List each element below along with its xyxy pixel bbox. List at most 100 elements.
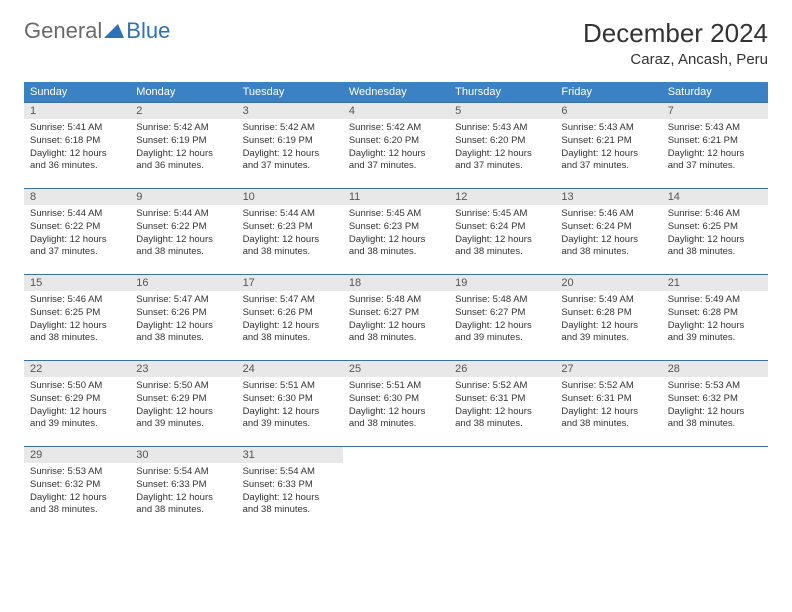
day-number: 20 xyxy=(555,275,661,291)
day-body: Sunrise: 5:44 AMSunset: 6:22 PMDaylight:… xyxy=(24,205,130,263)
day-number: 18 xyxy=(343,275,449,291)
day-body: Sunrise: 5:49 AMSunset: 6:28 PMDaylight:… xyxy=(555,291,661,349)
day-body: Sunrise: 5:53 AMSunset: 6:32 PMDaylight:… xyxy=(662,377,768,435)
calendar-cell: 6Sunrise: 5:43 AMSunset: 6:21 PMDaylight… xyxy=(555,103,661,189)
calendar-cell: 28Sunrise: 5:53 AMSunset: 6:32 PMDayligh… xyxy=(662,361,768,447)
sunrise-line: Sunrise: 5:44 AM xyxy=(243,208,337,221)
daylight-line: Daylight: 12 hours and 39 minutes. xyxy=(668,320,762,346)
day-number: 23 xyxy=(130,361,236,377)
sunrise-line: Sunrise: 5:49 AM xyxy=(561,294,655,307)
daylight-line: Daylight: 12 hours and 39 minutes. xyxy=(30,406,124,432)
day-number: 5 xyxy=(449,103,555,119)
day-body: Sunrise: 5:42 AMSunset: 6:20 PMDaylight:… xyxy=(343,119,449,177)
day-body: Sunrise: 5:50 AMSunset: 6:29 PMDaylight:… xyxy=(130,377,236,435)
daylight-line: Daylight: 12 hours and 38 minutes. xyxy=(243,320,337,346)
day-number: 10 xyxy=(237,189,343,205)
calendar-cell: 23Sunrise: 5:50 AMSunset: 6:29 PMDayligh… xyxy=(130,361,236,447)
weekday-header-row: Sunday Monday Tuesday Wednesday Thursday… xyxy=(24,82,768,103)
calendar-cell: 10Sunrise: 5:44 AMSunset: 6:23 PMDayligh… xyxy=(237,189,343,275)
day-number: 6 xyxy=(555,103,661,119)
day-body: Sunrise: 5:50 AMSunset: 6:29 PMDaylight:… xyxy=(24,377,130,435)
sunset-line: Sunset: 6:29 PM xyxy=(30,393,124,406)
weekday-header: Wednesday xyxy=(343,82,449,103)
month-title: December 2024 xyxy=(583,18,768,49)
sunset-line: Sunset: 6:32 PM xyxy=(668,393,762,406)
calendar-cell xyxy=(555,447,661,533)
day-body: Sunrise: 5:42 AMSunset: 6:19 PMDaylight:… xyxy=(130,119,236,177)
weekday-header: Thursday xyxy=(449,82,555,103)
daylight-line: Daylight: 12 hours and 38 minutes. xyxy=(30,492,124,518)
sunset-line: Sunset: 6:20 PM xyxy=(349,135,443,148)
daylight-line: Daylight: 12 hours and 38 minutes. xyxy=(30,320,124,346)
sunrise-line: Sunrise: 5:42 AM xyxy=(136,122,230,135)
calendar-cell: 1Sunrise: 5:41 AMSunset: 6:18 PMDaylight… xyxy=(24,103,130,189)
day-number: 22 xyxy=(24,361,130,377)
sunrise-line: Sunrise: 5:52 AM xyxy=(455,380,549,393)
sunset-line: Sunset: 6:29 PM xyxy=(136,393,230,406)
sunset-line: Sunset: 6:27 PM xyxy=(455,307,549,320)
calendar-body: 1Sunrise: 5:41 AMSunset: 6:18 PMDaylight… xyxy=(24,103,768,533)
calendar-cell: 26Sunrise: 5:52 AMSunset: 6:31 PMDayligh… xyxy=(449,361,555,447)
calendar-cell: 2Sunrise: 5:42 AMSunset: 6:19 PMDaylight… xyxy=(130,103,236,189)
daylight-line: Daylight: 12 hours and 38 minutes. xyxy=(668,234,762,260)
daylight-line: Daylight: 12 hours and 38 minutes. xyxy=(136,320,230,346)
sunset-line: Sunset: 6:22 PM xyxy=(136,221,230,234)
logo-text-general: General xyxy=(24,18,102,44)
calendar-cell: 11Sunrise: 5:45 AMSunset: 6:23 PMDayligh… xyxy=(343,189,449,275)
calendar-cell: 13Sunrise: 5:46 AMSunset: 6:24 PMDayligh… xyxy=(555,189,661,275)
daylight-line: Daylight: 12 hours and 38 minutes. xyxy=(349,234,443,260)
sunset-line: Sunset: 6:23 PM xyxy=(243,221,337,234)
day-number: 24 xyxy=(237,361,343,377)
day-number: 30 xyxy=(130,447,236,463)
calendar-cell xyxy=(343,447,449,533)
sunset-line: Sunset: 6:25 PM xyxy=(668,221,762,234)
calendar-row: 29Sunrise: 5:53 AMSunset: 6:32 PMDayligh… xyxy=(24,447,768,533)
day-body: Sunrise: 5:51 AMSunset: 6:30 PMDaylight:… xyxy=(343,377,449,435)
day-body: Sunrise: 5:46 AMSunset: 6:25 PMDaylight:… xyxy=(24,291,130,349)
day-body: Sunrise: 5:45 AMSunset: 6:23 PMDaylight:… xyxy=(343,205,449,263)
calendar-row: 22Sunrise: 5:50 AMSunset: 6:29 PMDayligh… xyxy=(24,361,768,447)
day-body: Sunrise: 5:43 AMSunset: 6:21 PMDaylight:… xyxy=(555,119,661,177)
calendar-cell: 22Sunrise: 5:50 AMSunset: 6:29 PMDayligh… xyxy=(24,361,130,447)
sunrise-line: Sunrise: 5:53 AM xyxy=(30,466,124,479)
daylight-line: Daylight: 12 hours and 38 minutes. xyxy=(349,320,443,346)
calendar-cell: 3Sunrise: 5:42 AMSunset: 6:19 PMDaylight… xyxy=(237,103,343,189)
sunrise-line: Sunrise: 5:53 AM xyxy=(668,380,762,393)
day-body: Sunrise: 5:47 AMSunset: 6:26 PMDaylight:… xyxy=(130,291,236,349)
sunrise-line: Sunrise: 5:43 AM xyxy=(668,122,762,135)
day-number: 13 xyxy=(555,189,661,205)
sunrise-line: Sunrise: 5:51 AM xyxy=(243,380,337,393)
daylight-line: Daylight: 12 hours and 37 minutes. xyxy=(668,148,762,174)
calendar-cell xyxy=(662,447,768,533)
day-number: 31 xyxy=(237,447,343,463)
day-body: Sunrise: 5:49 AMSunset: 6:28 PMDaylight:… xyxy=(662,291,768,349)
day-body: Sunrise: 5:54 AMSunset: 6:33 PMDaylight:… xyxy=(130,463,236,521)
sunset-line: Sunset: 6:28 PM xyxy=(561,307,655,320)
day-number: 2 xyxy=(130,103,236,119)
day-number: 3 xyxy=(237,103,343,119)
calendar-cell: 27Sunrise: 5:52 AMSunset: 6:31 PMDayligh… xyxy=(555,361,661,447)
sunrise-line: Sunrise: 5:46 AM xyxy=(561,208,655,221)
sunrise-line: Sunrise: 5:49 AM xyxy=(668,294,762,307)
day-number: 12 xyxy=(449,189,555,205)
sunrise-line: Sunrise: 5:45 AM xyxy=(349,208,443,221)
sunset-line: Sunset: 6:31 PM xyxy=(561,393,655,406)
sunrise-line: Sunrise: 5:54 AM xyxy=(136,466,230,479)
sunset-line: Sunset: 6:30 PM xyxy=(349,393,443,406)
calendar-cell xyxy=(449,447,555,533)
sunset-line: Sunset: 6:28 PM xyxy=(668,307,762,320)
sunset-line: Sunset: 6:32 PM xyxy=(30,479,124,492)
calendar-cell: 18Sunrise: 5:48 AMSunset: 6:27 PMDayligh… xyxy=(343,275,449,361)
sunrise-line: Sunrise: 5:43 AM xyxy=(455,122,549,135)
day-body: Sunrise: 5:44 AMSunset: 6:22 PMDaylight:… xyxy=(130,205,236,263)
logo-text-blue: Blue xyxy=(126,18,170,44)
day-number: 9 xyxy=(130,189,236,205)
sunset-line: Sunset: 6:24 PM xyxy=(561,221,655,234)
day-body: Sunrise: 5:52 AMSunset: 6:31 PMDaylight:… xyxy=(449,377,555,435)
daylight-line: Daylight: 12 hours and 37 minutes. xyxy=(243,148,337,174)
daylight-line: Daylight: 12 hours and 38 minutes. xyxy=(136,492,230,518)
sunrise-line: Sunrise: 5:50 AM xyxy=(30,380,124,393)
sunrise-line: Sunrise: 5:52 AM xyxy=(561,380,655,393)
location: Caraz, Ancash, Peru xyxy=(583,51,768,68)
sunrise-line: Sunrise: 5:44 AM xyxy=(30,208,124,221)
